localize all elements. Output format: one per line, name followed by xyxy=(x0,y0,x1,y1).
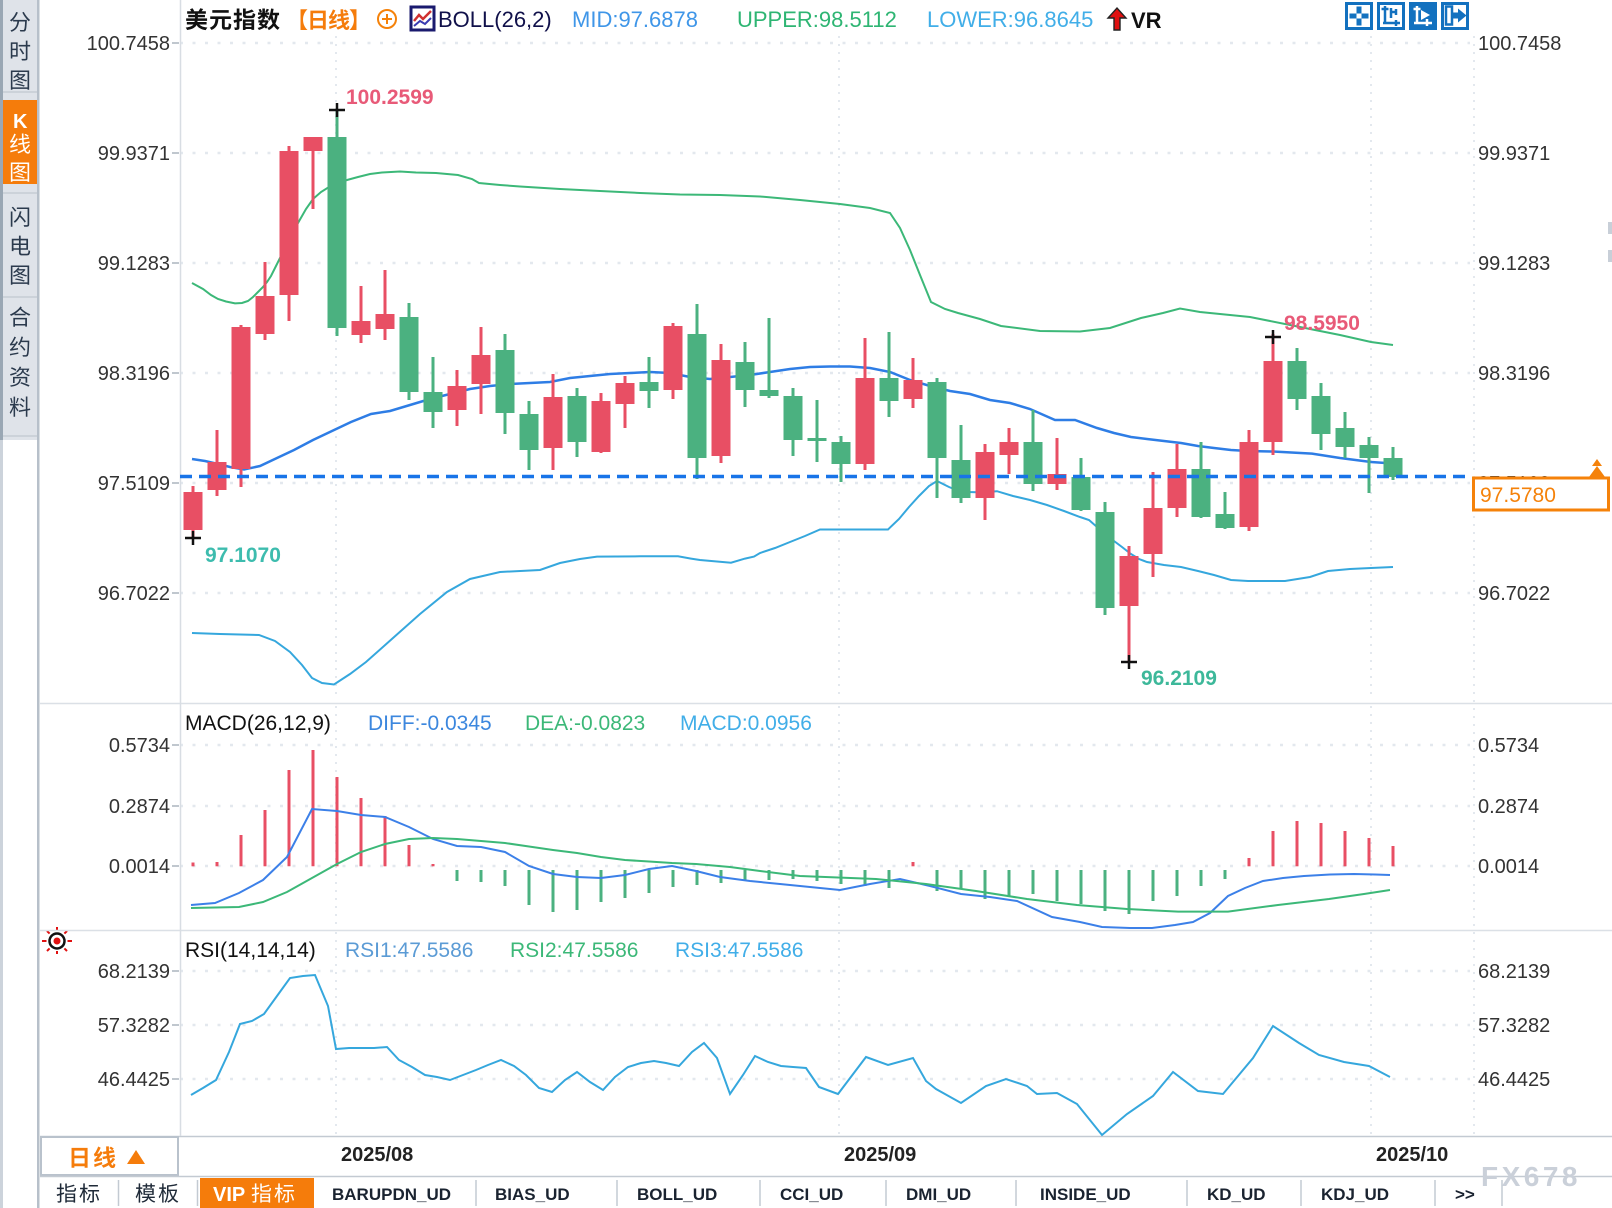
svg-text:96.7022: 96.7022 xyxy=(1478,583,1550,605)
svg-text:57.3282: 57.3282 xyxy=(1478,1015,1550,1037)
svg-text:0.2874: 0.2874 xyxy=(109,796,170,818)
svg-text:KD_UD: KD_UD xyxy=(1207,1185,1266,1204)
svg-text:96.2109: 96.2109 xyxy=(1141,667,1217,690)
svg-text:97.5780: 97.5780 xyxy=(1480,484,1556,507)
svg-text:RSI(14,14,14): RSI(14,14,14) xyxy=(185,939,316,962)
svg-text:KDJ_UD: KDJ_UD xyxy=(1321,1185,1389,1204)
svg-text:99.9371: 99.9371 xyxy=(1478,143,1550,165)
svg-text:0.5734: 0.5734 xyxy=(1478,735,1539,757)
svg-text:BIAS_UD: BIAS_UD xyxy=(495,1185,570,1204)
svg-text:97.5109: 97.5109 xyxy=(98,473,170,495)
svg-text:68.2139: 68.2139 xyxy=(1478,961,1550,983)
svg-text:99.1283: 99.1283 xyxy=(1478,253,1550,275)
svg-text:2025/10: 2025/10 xyxy=(1376,1144,1448,1166)
svg-text:98.5950: 98.5950 xyxy=(1284,312,1360,335)
svg-text:2025/09: 2025/09 xyxy=(844,1144,916,1166)
svg-text:98.3196: 98.3196 xyxy=(98,363,170,385)
svg-text:100.7458: 100.7458 xyxy=(87,33,170,55)
svg-text:0.5734: 0.5734 xyxy=(109,735,170,757)
svg-text:MID:97.6878: MID:97.6878 xyxy=(572,7,698,32)
svg-text:DIFF:-0.0345: DIFF:-0.0345 xyxy=(368,712,492,735)
svg-text:98.3196: 98.3196 xyxy=(1478,363,1550,385)
svg-text:99.1283: 99.1283 xyxy=(98,253,170,275)
svg-text:46.4425: 46.4425 xyxy=(1478,1069,1550,1091)
svg-text:0.2874: 0.2874 xyxy=(1478,796,1539,818)
svg-text:96.7022: 96.7022 xyxy=(98,583,170,605)
svg-text:FX678: FX678 xyxy=(1481,1161,1581,1192)
svg-text:CCI_UD: CCI_UD xyxy=(780,1185,843,1204)
svg-text:57.3282: 57.3282 xyxy=(98,1015,170,1037)
svg-text:UPPER:98.5112: UPPER:98.5112 xyxy=(737,7,897,32)
svg-text:MACD:0.0956: MACD:0.0956 xyxy=(680,712,812,735)
svg-text:VIP: VIP xyxy=(213,1184,245,1206)
svg-text:K: K xyxy=(13,111,28,133)
svg-text:RSI3:47.5586: RSI3:47.5586 xyxy=(675,939,803,962)
svg-text:RSI2:47.5586: RSI2:47.5586 xyxy=(510,939,638,962)
svg-text:99.9371: 99.9371 xyxy=(98,143,170,165)
svg-text:LOWER:96.8645: LOWER:96.8645 xyxy=(927,7,1093,32)
svg-text:BARUPDN_UD: BARUPDN_UD xyxy=(332,1185,451,1204)
svg-text:MACD(26,12,9): MACD(26,12,9) xyxy=(185,712,331,735)
svg-text:68.2139: 68.2139 xyxy=(98,961,170,983)
svg-text:46.4425: 46.4425 xyxy=(98,1069,170,1091)
svg-text:100.7458: 100.7458 xyxy=(1478,33,1561,55)
svg-text:0.0014: 0.0014 xyxy=(1478,856,1539,878)
svg-text:97.1070: 97.1070 xyxy=(205,544,281,567)
svg-text:>>: >> xyxy=(1455,1185,1475,1204)
svg-text:INSIDE_UD: INSIDE_UD xyxy=(1040,1185,1131,1204)
svg-text:100.2599: 100.2599 xyxy=(346,86,434,109)
svg-text:0.0014: 0.0014 xyxy=(109,856,170,878)
svg-text:DEA:-0.0823: DEA:-0.0823 xyxy=(525,712,645,735)
svg-text:DMI_UD: DMI_UD xyxy=(906,1185,971,1204)
svg-text:BOLL_UD: BOLL_UD xyxy=(637,1185,717,1204)
svg-text:RSI1:47.5586: RSI1:47.5586 xyxy=(345,939,473,962)
svg-text:BOLL(26,2): BOLL(26,2) xyxy=(438,7,552,32)
svg-text:2025/08: 2025/08 xyxy=(341,1144,413,1166)
svg-text:VR: VR xyxy=(1131,8,1162,33)
